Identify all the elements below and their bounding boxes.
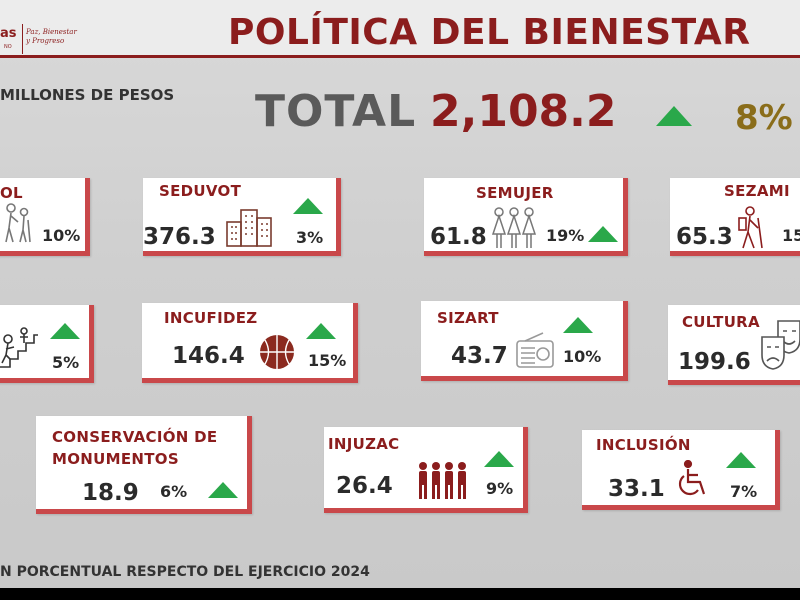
card-value: 65.3 (676, 224, 733, 250)
card-title: INJUZAC (328, 435, 400, 453)
card-pct: 19% (546, 226, 585, 245)
card-pct: 10% (42, 226, 81, 245)
up-arrow-icon (293, 198, 323, 214)
card-title-line1: CONSERVACIÓN DE (52, 428, 218, 446)
page-title: POLÍTICA DEL BIENESTAR (228, 12, 751, 53)
logo-script-line1: Paz, Bienestar (26, 28, 77, 36)
card-pct: 3% (296, 228, 324, 247)
card-value: 33.1 (608, 476, 665, 502)
up-arrow-icon (563, 317, 593, 333)
card-title: OL (0, 184, 23, 202)
stairs-climb-icon (0, 325, 40, 369)
card-value: 199.6 (678, 349, 751, 375)
card-title: CULTURA (682, 313, 760, 331)
card-conservacion-monumentos: CONSERVACIÓN DE MONUMENTOS 18.9 6% (36, 416, 252, 514)
elderly-couple-icon (2, 202, 32, 246)
units-label: MILLONES DE PESOS (0, 86, 175, 104)
up-arrow-icon (588, 226, 618, 242)
card-inclusion: INCLUSIÓN 33.1 7% (582, 430, 780, 510)
card-pct: 5% (52, 353, 80, 372)
card-value: 43.7 (451, 343, 508, 369)
migrant-hiker-icon (736, 206, 766, 250)
logo-divider (22, 24, 23, 54)
up-arrow-icon (726, 452, 756, 468)
card-sizart: SIZART 43.7 10% (421, 301, 628, 381)
card-cultura: CULTURA 199.6 (668, 305, 800, 385)
card-title: INCUFIDEZ (164, 309, 258, 327)
total-up-arrow-icon (656, 106, 692, 126)
up-arrow-icon (50, 323, 80, 339)
card-title: SEDUVOT (159, 182, 242, 200)
total-pct: 8% (735, 98, 793, 138)
card-pct: 9% (486, 479, 514, 498)
card-value: 26.4 (336, 473, 393, 499)
card-pct: 15% (308, 351, 347, 370)
card-title: SIZART (437, 309, 499, 327)
up-arrow-icon (306, 323, 336, 339)
header-bar: as NO Paz, Bienestar y Progreso POLÍTICA… (0, 0, 800, 58)
total-value: 2,108.2 (430, 86, 617, 137)
card-pct: 15 (782, 226, 800, 245)
card-pct: 10% (563, 347, 602, 366)
up-arrow-icon (484, 451, 514, 467)
logo-script: Paz, Bienestar y Progreso (26, 28, 77, 46)
card-value: 61.8 (430, 224, 487, 250)
up-arrow-icon (208, 482, 238, 498)
basketball-icon (258, 333, 296, 371)
footer-note: N PORCENTUAL RESPECTO DEL EJERCICIO 2024 (0, 564, 370, 580)
youth-group-icon (416, 461, 470, 501)
card-value: 18.9 (82, 480, 139, 506)
wheelchair-icon (676, 460, 710, 498)
card-unnamed: 5% (0, 305, 94, 383)
card-injuzac: INJUZAC 26.4 9% (324, 427, 528, 513)
card-sezami: SEZAMI 65.3 15 (670, 178, 800, 256)
card-ol: OL 10% (0, 178, 90, 256)
card-pct: 6% (160, 482, 188, 501)
theater-masks-icon (760, 319, 800, 371)
card-title: SEMUJER (476, 184, 554, 202)
card-value: 376.3 (143, 224, 216, 250)
radio-icon (515, 331, 555, 369)
women-group-icon (490, 206, 538, 250)
buildings-icon (225, 208, 275, 248)
total-label: TOTAL (255, 86, 417, 137)
card-title-line2: MONUMENTOS (52, 450, 179, 468)
card-semujer: SEMUJER 61.8 19% (424, 178, 628, 256)
logo-text: as (0, 26, 17, 41)
card-title: INCLUSIÓN (596, 436, 691, 454)
card-title: SEZAMI (724, 182, 790, 200)
logo-script-line2: y Progreso (26, 37, 65, 45)
card-incufidez: INCUFIDEZ 146.4 15% (142, 303, 358, 383)
card-value: 146.4 (172, 343, 245, 369)
logo-sub: NO (4, 44, 12, 50)
card-pct: 7% (730, 482, 758, 501)
logo: as NO Paz, Bienestar y Progreso (0, 16, 80, 56)
card-seduvot: SEDUVOT 376.3 3% (143, 178, 341, 256)
